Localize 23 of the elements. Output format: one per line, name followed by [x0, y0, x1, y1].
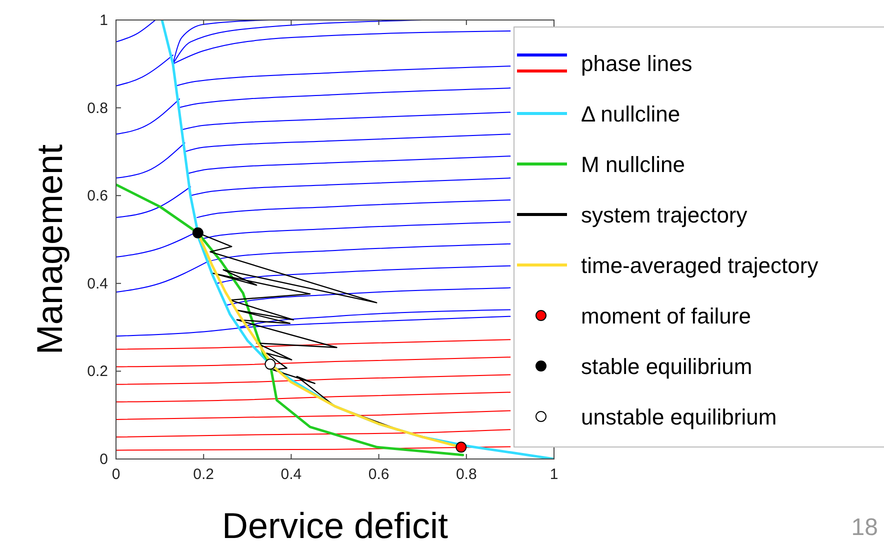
x-tick-label: 0.8 [456, 466, 477, 483]
legend-label: moment of failure [581, 304, 751, 328]
x-tick-label: 1 [550, 466, 558, 483]
y-tick-label: 0.6 [87, 188, 108, 205]
y-tick-label: 0.4 [87, 275, 108, 292]
legend-label: phase lines [581, 51, 692, 76]
x-tick-label: 0.2 [193, 466, 214, 483]
legend-label: unstable equilibrium [581, 404, 777, 430]
legend-label: time-averaged trajectory [581, 253, 818, 278]
legend-label: stable equilibrium [581, 354, 752, 379]
y-tick-label: 0 [100, 451, 108, 468]
legend-label: system trajectory [581, 202, 748, 228]
x-tick-label: 0.6 [368, 466, 390, 483]
y-tick-label: 1 [100, 12, 108, 29]
y-axis-title: Management [29, 144, 70, 355]
text: 18 [851, 514, 878, 541]
y-tick-label: 0.2 [87, 363, 108, 380]
legend-label: M nullcline [581, 152, 685, 177]
legend-label: Δ nullcline [581, 102, 680, 126]
x-axis-title: Dervice deficit [222, 505, 448, 545]
y-tick-label: 0.8 [87, 100, 108, 117]
x-tick-label: 0.4 [280, 466, 302, 483]
x-tick-label: 0 [112, 466, 120, 483]
